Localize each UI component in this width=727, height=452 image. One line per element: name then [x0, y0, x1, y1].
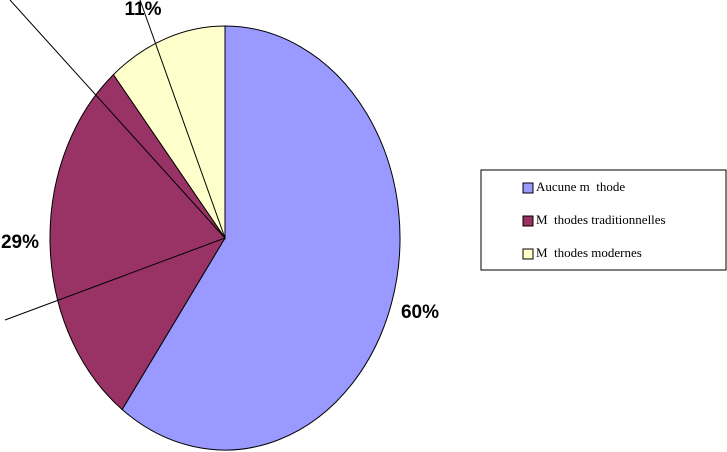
- legend-swatch: [522, 248, 534, 260]
- leader-line: [9, 0, 226, 239]
- pie-slice: [112, 25, 226, 240]
- legend-box: [480, 169, 727, 271]
- pie-slice: [49, 73, 226, 411]
- data-label: 60%: [401, 302, 439, 323]
- legend-label: M thodes traditionnelles: [536, 212, 666, 227]
- leader-line: [139, 0, 226, 239]
- data-label: 29%: [1, 232, 39, 253]
- pie: [49, 25, 401, 451]
- leader-line: [4, 237, 226, 321]
- data-label: 11%: [125, 0, 162, 20]
- legend-swatch: [522, 215, 534, 227]
- legend-swatch: [522, 182, 534, 194]
- legend-label: M thodes modernes: [536, 245, 642, 260]
- pie-slice: [121, 25, 401, 451]
- legend-label: Aucune m thode: [536, 179, 625, 194]
